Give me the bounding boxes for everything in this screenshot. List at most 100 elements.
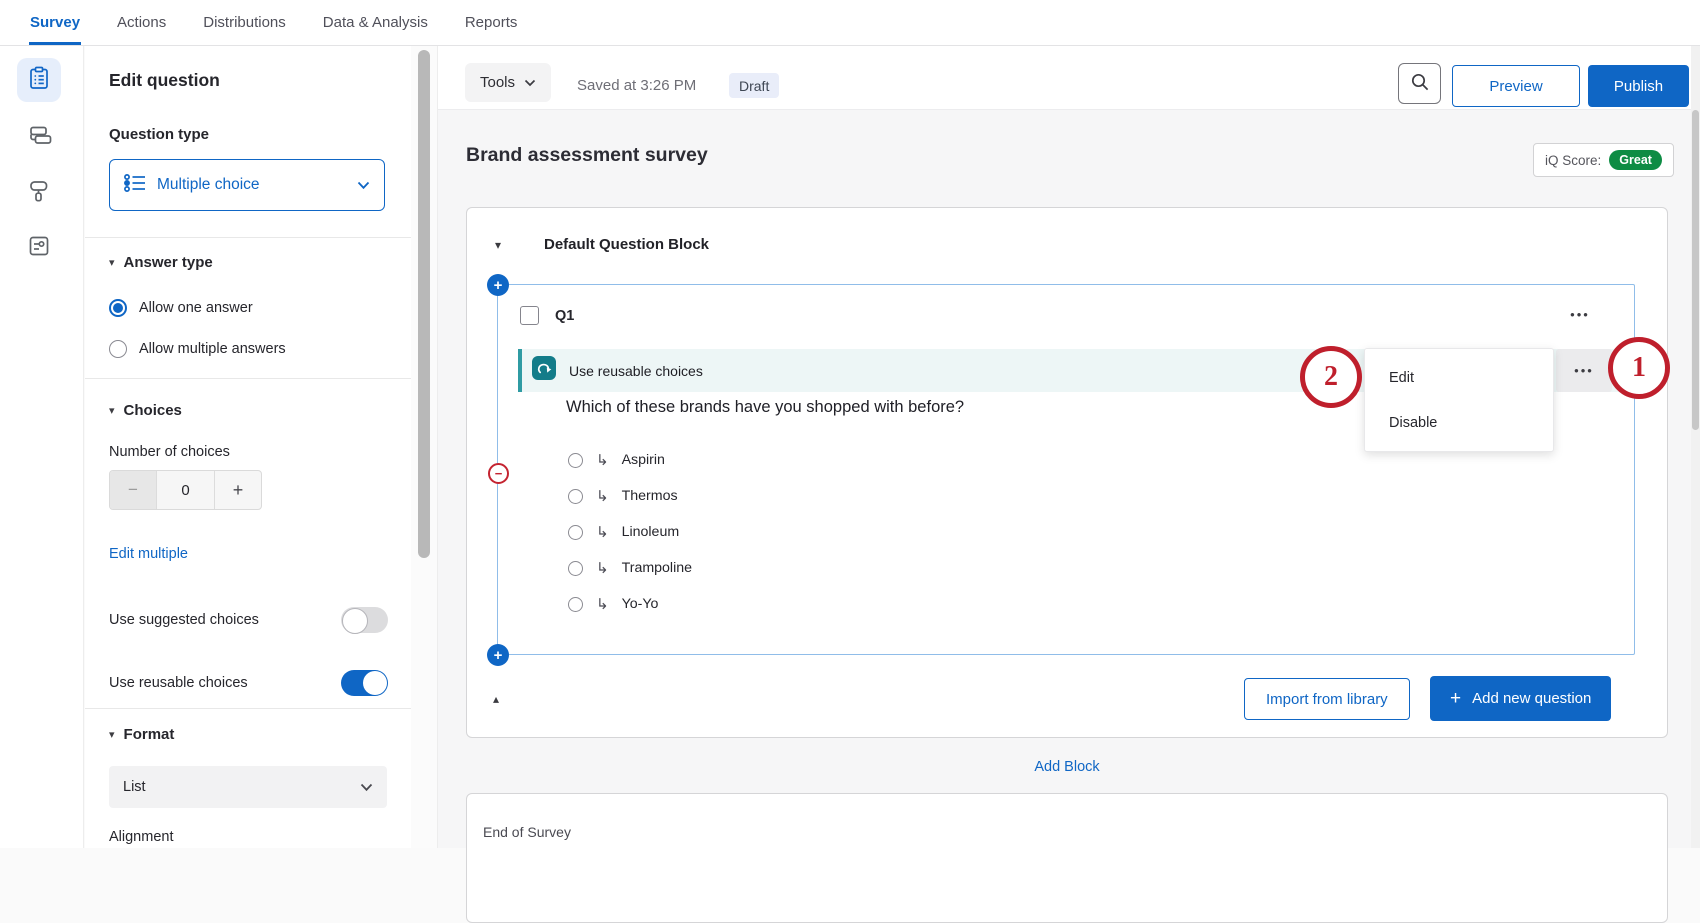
block-collapse-up-caret-icon[interactable]: ▴ xyxy=(493,692,500,706)
nav-tab-actions[interactable]: Actions xyxy=(117,14,167,31)
default-question-block-card: ▾ Default Question Block Q1 ••• Use reus… xyxy=(466,207,1670,738)
format-section-header[interactable]: ▾ Format xyxy=(109,726,174,743)
nav-tab-survey[interactable]: Survey xyxy=(28,0,82,45)
banner-overflow-menu-button[interactable]: ••• xyxy=(1556,349,1612,392)
divider xyxy=(85,708,411,709)
choice-row[interactable]: ↳ Thermos xyxy=(568,478,692,514)
iq-score-badge: iQ Score: Great xyxy=(1533,143,1674,177)
canvas-toolbar: Tools Saved at 3:26 PM Draft Preview Pub… xyxy=(438,46,1700,110)
question-type-value: Multiple choice xyxy=(157,176,260,193)
question-type-dropdown[interactable]: Multiple choice xyxy=(109,159,385,211)
radio-allow-multiple-answers[interactable]: Allow multiple answers xyxy=(109,340,286,358)
flow-blocks-icon xyxy=(25,120,53,153)
choice-radio-icon xyxy=(568,524,583,540)
stepper-minus-button[interactable]: − xyxy=(110,471,156,509)
carry-forward-arrow-icon: ↳ xyxy=(596,488,609,505)
rail-item-survey-options[interactable] xyxy=(17,226,61,270)
radio-allow-one-answer[interactable]: Allow one answer xyxy=(109,299,253,317)
choice-radio-icon xyxy=(568,596,583,612)
question-select-checkbox[interactable] xyxy=(520,306,539,325)
add-block-link[interactable]: Add Block xyxy=(1034,759,1100,775)
publish-button[interactable]: Publish xyxy=(1588,65,1689,107)
choice-row[interactable]: ↳ Trampoline xyxy=(568,550,692,586)
choice-label: Thermos xyxy=(621,488,678,504)
carry-forward-arrow-icon: ↳ xyxy=(596,560,609,577)
choices-section-header[interactable]: ▾ Choices xyxy=(109,402,182,419)
search-icon xyxy=(1410,72,1430,95)
choice-label: Yo-Yo xyxy=(621,596,659,612)
add-question-below-button[interactable]: + xyxy=(487,644,509,666)
choice-row[interactable]: ↳ Yo-Yo xyxy=(568,586,692,622)
rail-item-look-and-feel[interactable] xyxy=(17,170,61,214)
plus-icon: + xyxy=(1450,687,1462,709)
answer-type-label: Answer type xyxy=(123,254,213,271)
remove-question-button[interactable]: − xyxy=(488,463,509,484)
radio-unselected-icon[interactable] xyxy=(109,340,127,358)
question-text[interactable]: Which of these brands have you shopped w… xyxy=(566,398,965,416)
chevron-down-icon xyxy=(360,783,373,792)
main-canvas: Tools Saved at 3:26 PM Draft Preview Pub… xyxy=(437,46,1700,923)
divider xyxy=(85,378,411,379)
preview-button[interactable]: Preview xyxy=(1452,65,1580,107)
choice-row[interactable]: ↳ Aspirin xyxy=(568,442,692,478)
choice-label: Linoleum xyxy=(621,524,680,540)
rail-item-survey-builder[interactable] xyxy=(17,58,61,102)
annotation-callout-1: 1 xyxy=(1608,337,1670,399)
question-q1-container[interactable]: Q1 ••• Use reusable choices ••• W xyxy=(497,284,1635,655)
tools-dropdown-button[interactable]: Tools xyxy=(465,63,552,102)
add-question-above-button[interactable]: + xyxy=(487,274,509,296)
search-button[interactable] xyxy=(1398,63,1441,104)
question-overflow-menu-icon[interactable]: ••• xyxy=(1570,307,1590,322)
top-nav: Survey Actions Distributions Data & Anal… xyxy=(0,0,1700,46)
end-of-survey-card: End of Survey xyxy=(466,793,1668,923)
choice-label: Aspirin xyxy=(621,452,665,468)
answer-type-section-header[interactable]: ▾ Answer type xyxy=(109,254,213,271)
iq-score-label: iQ Score: xyxy=(1545,152,1602,168)
draft-status-badge: Draft xyxy=(729,73,780,98)
edit-question-panel: Edit question Question type Multiple cho… xyxy=(85,46,411,848)
window-scrollbar-thumb[interactable] xyxy=(1692,110,1699,430)
tools-label: Tools xyxy=(480,74,516,91)
format-dropdown[interactable]: List xyxy=(109,766,387,808)
annotation-callout-2: 2 xyxy=(1300,346,1362,408)
chevron-down-icon xyxy=(524,79,536,87)
choice-radio-icon xyxy=(568,452,583,468)
choice-radio-icon xyxy=(568,488,583,504)
window-scrollbar[interactable] xyxy=(1691,46,1700,848)
menu-item-disable[interactable]: Disable xyxy=(1389,414,1438,431)
use-suggested-choices-toggle[interactable] xyxy=(341,607,388,634)
panel-title: Edit question xyxy=(109,70,220,90)
rail-item-survey-flow[interactable] xyxy=(17,114,61,158)
panel-scrollbar-thumb[interactable] xyxy=(418,50,430,558)
block-collapse-caret-icon[interactable]: ▾ xyxy=(495,238,502,252)
question-type-label: Question type xyxy=(109,126,210,143)
carry-forward-arrow-icon: ↳ xyxy=(596,452,609,469)
choice-row[interactable]: ↳ Linoleum xyxy=(568,514,692,550)
collapse-caret-icon: ▾ xyxy=(109,257,115,269)
add-new-question-button[interactable]: + Add new question xyxy=(1430,676,1612,721)
panel-scrollbar[interactable] xyxy=(411,46,437,848)
carry-forward-arrow-icon: ↳ xyxy=(596,524,609,541)
edit-multiple-link[interactable]: Edit multiple xyxy=(109,546,188,562)
nav-tab-distributions[interactable]: Distributions xyxy=(203,14,286,31)
add-new-question-label: Add new question xyxy=(1472,690,1592,707)
survey-title: Brand assessment survey xyxy=(466,144,708,166)
nav-tab-data-analysis[interactable]: Data & Analysis xyxy=(322,14,428,31)
import-from-library-button[interactable]: Import from library xyxy=(1244,678,1410,720)
format-label: Format xyxy=(123,726,175,743)
reusable-choices-banner-label: Use reusable choices xyxy=(569,362,703,379)
stepper-value: 0 xyxy=(156,471,215,509)
radio-label: Allow multiple answers xyxy=(139,341,286,357)
choices-list: ↳ Aspirin ↳ Thermos ↳ Linoleum xyxy=(568,442,692,622)
number-of-choices-label: Number of choices xyxy=(109,444,230,460)
choices-label: Choices xyxy=(123,402,182,419)
clipboard-builder-icon xyxy=(26,65,52,96)
menu-item-edit[interactable]: Edit xyxy=(1389,369,1414,386)
reusable-choices-icon xyxy=(532,356,556,385)
radio-selected-icon[interactable] xyxy=(109,299,127,317)
use-suggested-choices-label: Use suggested choices xyxy=(109,612,259,628)
stepper-plus-button[interactable]: + xyxy=(232,479,244,500)
use-reusable-choices-toggle[interactable] xyxy=(341,670,388,696)
nav-tab-reports[interactable]: Reports xyxy=(464,14,518,31)
choice-label: Trampoline xyxy=(621,560,693,576)
